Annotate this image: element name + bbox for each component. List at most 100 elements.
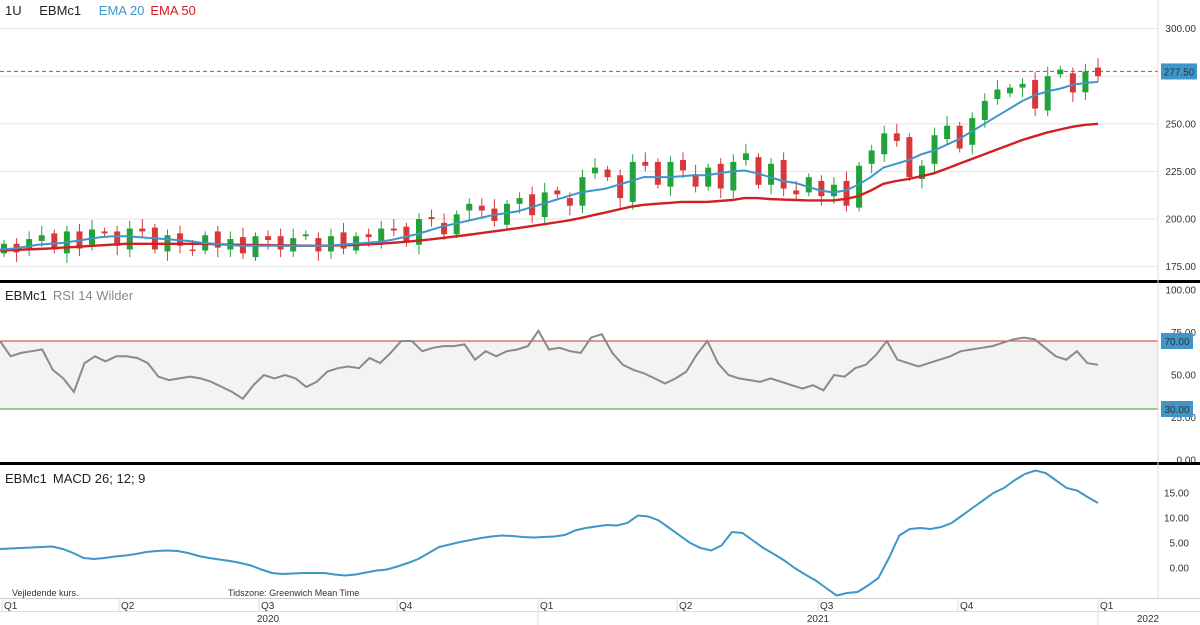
- pane-separators: [0, 0, 1200, 598]
- candle-down: [906, 137, 913, 178]
- candle-down: [403, 226, 410, 243]
- candle-down: [617, 175, 624, 199]
- candle-down: [680, 160, 687, 171]
- quarter-label: Q1: [540, 601, 554, 612]
- ema-50-line: [0, 122, 1099, 252]
- candle-up: [994, 89, 1001, 100]
- rsi-tick-label: 50.00: [1171, 371, 1196, 382]
- candle-down: [843, 180, 850, 206]
- candle-up: [126, 228, 133, 250]
- rsi-tick-label: 0.00: [1177, 456, 1197, 467]
- quarter-label: Q3: [820, 601, 834, 612]
- price-pane[interactable]: 175.00200.00225.00250.00275.00300.00277.…: [0, 24, 1197, 273]
- ema-fast-legend[interactable]: EMA 20: [98, 3, 145, 18]
- price-tick-label: 300.00: [1165, 24, 1196, 35]
- quarter-label: Q1: [4, 601, 18, 612]
- last-price-label: 277.50: [1164, 67, 1195, 78]
- interval-label[interactable]: 1U: [5, 3, 22, 18]
- candle-down: [101, 231, 108, 234]
- candle-down: [428, 217, 435, 220]
- price-tick-label: 175.00: [1165, 262, 1196, 273]
- x-axis: Q1 Q2 Q3 Q4 Q1 Q2 Q3 Q4 Q1 2020 2021 2022: [0, 598, 1200, 625]
- candle-up: [378, 228, 385, 241]
- timezone-note: Tidszone: Greenwich Mean Time: [228, 588, 360, 598]
- year-label: 2021: [807, 614, 830, 625]
- candle-down: [818, 180, 825, 197]
- candle-up: [805, 177, 812, 193]
- price-disclaimer: Vejledende kurs.: [12, 588, 79, 598]
- candle-down: [365, 234, 372, 238]
- rsi-lower-label: 30.00: [1164, 405, 1189, 416]
- candle-down: [529, 194, 536, 216]
- ema-slow-legend[interactable]: EMA 50: [150, 3, 196, 18]
- candle-up: [327, 236, 334, 252]
- quarter-label: Q2: [679, 601, 693, 612]
- quarter-label: Q3: [261, 601, 275, 612]
- candle-down: [780, 160, 787, 189]
- candle-down: [642, 161, 649, 166]
- candle-up: [89, 229, 96, 245]
- rsi-tick-label: 25.00: [1171, 413, 1196, 424]
- rsi-name-label[interactable]: RSI 14 Wilder: [52, 288, 134, 303]
- quarter-label: Q2: [121, 601, 135, 612]
- candle-down: [692, 174, 699, 187]
- candle-down: [441, 222, 448, 235]
- rsi-symbol-label[interactable]: EBMc1: [5, 288, 47, 303]
- candle-down: [956, 125, 963, 149]
- candle-down: [793, 190, 800, 195]
- candle-up: [768, 163, 775, 185]
- candle-down: [566, 198, 573, 206]
- macd-legend: EBMc1 MACD 26; 12; 9: [5, 471, 151, 486]
- candle-up: [944, 125, 951, 140]
- year-label: 2020: [257, 614, 280, 625]
- candle-down: [717, 163, 724, 189]
- candle-up: [705, 167, 712, 187]
- year-label: 2022: [1137, 614, 1160, 625]
- macd-symbol-label[interactable]: EBMc1: [5, 471, 47, 486]
- candle-down: [265, 236, 272, 240]
- macd-tick-label: 5.00: [1170, 539, 1190, 550]
- candle-up: [516, 198, 523, 204]
- candle-up: [1006, 87, 1013, 94]
- candle-down: [604, 169, 611, 178]
- candle-down: [51, 233, 58, 250]
- candle-down: [1095, 67, 1101, 77]
- candle-up: [302, 234, 309, 237]
- candle-up: [541, 192, 548, 218]
- macd-tick-label: 10.00: [1164, 514, 1189, 525]
- candle-up: [629, 161, 636, 202]
- candle-down: [139, 228, 146, 232]
- rsi-upper-tag: [1161, 333, 1193, 349]
- price-tick-label: 200.00: [1165, 215, 1196, 226]
- rsi-legend: EBMc1 RSI 14 Wilder: [5, 288, 139, 303]
- candle-down: [214, 231, 221, 248]
- quarter-label: Q4: [960, 601, 974, 612]
- candle-down: [1069, 73, 1076, 93]
- quarter-label: Q1: [1100, 601, 1114, 612]
- macd-pane[interactable]: 0.00 5.00 10.00 15.00: [0, 469, 1190, 597]
- candle-up: [415, 219, 422, 245]
- macd-name-label[interactable]: MACD 26; 12; 9: [52, 471, 146, 486]
- candle-up: [730, 161, 737, 191]
- price-tick-label: 250.00: [1165, 119, 1196, 130]
- candle-up: [918, 165, 925, 180]
- candle-down: [893, 133, 900, 141]
- candle-up: [742, 153, 749, 160]
- candle-down: [340, 232, 347, 249]
- candle-down: [654, 161, 661, 185]
- candle-down: [755, 157, 762, 185]
- macd-line: [0, 469, 1099, 597]
- symbol-label[interactable]: EBMc1: [39, 3, 82, 18]
- rsi-upper-label: 70.00: [1164, 337, 1189, 348]
- candle-down: [277, 236, 284, 250]
- price-tick-label: 225.00: [1165, 167, 1196, 178]
- rsi-band: [0, 341, 1158, 409]
- last-price-tag: [1161, 63, 1197, 80]
- candle-up: [981, 100, 988, 120]
- candle-up: [26, 239, 33, 249]
- price-legend: 1U EBMc1 EMA 20 EMA 50: [5, 3, 202, 18]
- macd-tick-label: 15.00: [1164, 489, 1189, 500]
- candle-up: [830, 184, 837, 197]
